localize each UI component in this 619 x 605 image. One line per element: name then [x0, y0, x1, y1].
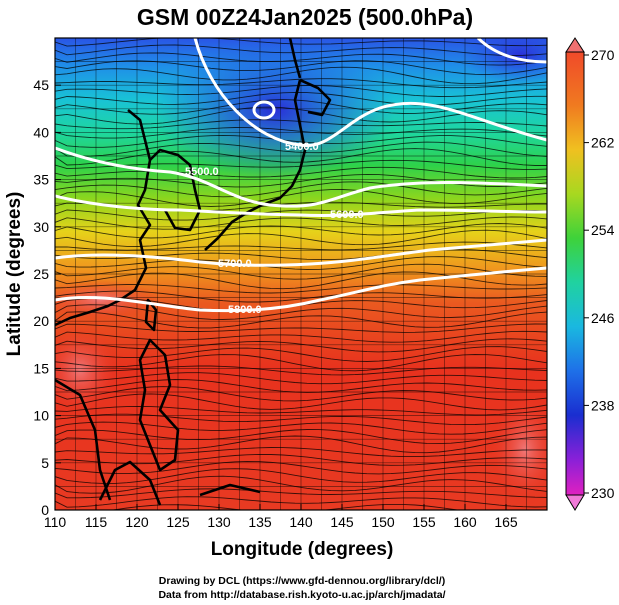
coastline-philippines	[138, 338, 180, 472]
colorbar-tick-label: 238	[591, 397, 615, 413]
colorbar-bottom-arrow	[565, 494, 585, 511]
contour-5800	[55, 266, 547, 313]
colorbar-ticks: 270 262 254 246 238 230	[584, 47, 615, 501]
colorbar: 270 262 254 246 238 230	[565, 37, 615, 511]
x-tick-label: 150	[371, 514, 395, 530]
colorbar-tick-label: 270	[591, 47, 615, 63]
x-tick-label: 125	[166, 514, 190, 530]
coastline-korea	[149, 148, 202, 232]
y-axis-title: Latitude (degrees)	[4, 192, 25, 357]
y-tick-label: 45	[33, 77, 49, 93]
colorbar-tick-label: 246	[591, 310, 615, 326]
contour-5700	[55, 238, 547, 267]
contour-labels: 5400.0 5500.0 5600.0 5700.0 5800.0	[185, 141, 364, 316]
x-axis-title: Longitude (degrees)	[211, 539, 394, 560]
coastline-indochina	[55, 378, 112, 501]
x-tick-label: 160	[453, 514, 477, 530]
contour-5600	[55, 194, 547, 217]
x-tick-label: 145	[330, 514, 354, 530]
y-tick-label: 30	[33, 219, 49, 235]
credit-drawing: Drawing by DCL (https://www.gfd-dennou.o…	[159, 575, 445, 587]
warm-spot-west	[55, 325, 120, 415]
y-axis: 0 5 10 15 20 25 30 35 40 45	[33, 77, 61, 518]
contour-label-5700: 5700.0	[218, 258, 252, 270]
coastline-japan	[204, 79, 307, 251]
coastline-new-guinea	[199, 483, 261, 497]
x-tick-label: 130	[207, 514, 231, 530]
height-contours	[55, 38, 547, 313]
coastline-taiwan	[144, 298, 158, 332]
x-tick-label: 165	[494, 514, 518, 530]
contour-5300-ring	[252, 100, 276, 120]
y-tick-label: 35	[33, 172, 49, 188]
coastline-asia	[55, 109, 152, 327]
chart-title: GSM 00Z24Jan2025 (500.0hPa)	[137, 4, 473, 30]
contour-5400-east	[476, 38, 547, 64]
x-tick-label: 120	[125, 514, 149, 530]
y-tick-label: 10	[33, 408, 49, 424]
colorbar-top-arrow	[565, 37, 585, 53]
contour-5500	[55, 146, 547, 208]
y-tick-label: 25	[33, 266, 49, 282]
y-tick-label: 0	[41, 502, 49, 518]
colorbar-tick-label: 262	[591, 135, 615, 151]
x-axis: 110 115 120 125 130 135 140 145 150 155 160 165	[44, 504, 518, 530]
contour-label-5500: 5500.0	[185, 166, 219, 178]
y-tick-label: 15	[33, 360, 49, 376]
contour-label-5400: 5400.0	[285, 141, 319, 153]
colorbar-body	[565, 51, 585, 496]
coastline-hokkaido	[299, 78, 332, 117]
y-tick-label: 20	[33, 313, 49, 329]
x-tick-label: 110	[44, 514, 67, 530]
coastlines	[55, 38, 332, 506]
coastline-borneo	[98, 460, 162, 506]
coastline-sakhalin	[288, 38, 302, 79]
x-tick-label: 115	[85, 514, 108, 530]
contour-label-5800: 5800.0	[228, 304, 262, 316]
colorbar-tick-label: 254	[591, 222, 615, 238]
contour-label-5600: 5600.0	[330, 209, 364, 221]
plot-area: 5400.0 5500.0 5600.0 5700.0 5800.0	[55, 38, 547, 510]
y-tick-label: 40	[33, 124, 49, 140]
y-tick-label: 5	[41, 455, 49, 471]
x-tick-label: 155	[412, 514, 436, 530]
credit-data: Data from http://database.rish.kyoto-u.a…	[158, 589, 445, 601]
x-tick-label: 140	[289, 514, 313, 530]
x-tick-label: 135	[248, 514, 272, 530]
colorbar-tick-label: 230	[591, 485, 615, 501]
contour-5400	[193, 38, 547, 148]
